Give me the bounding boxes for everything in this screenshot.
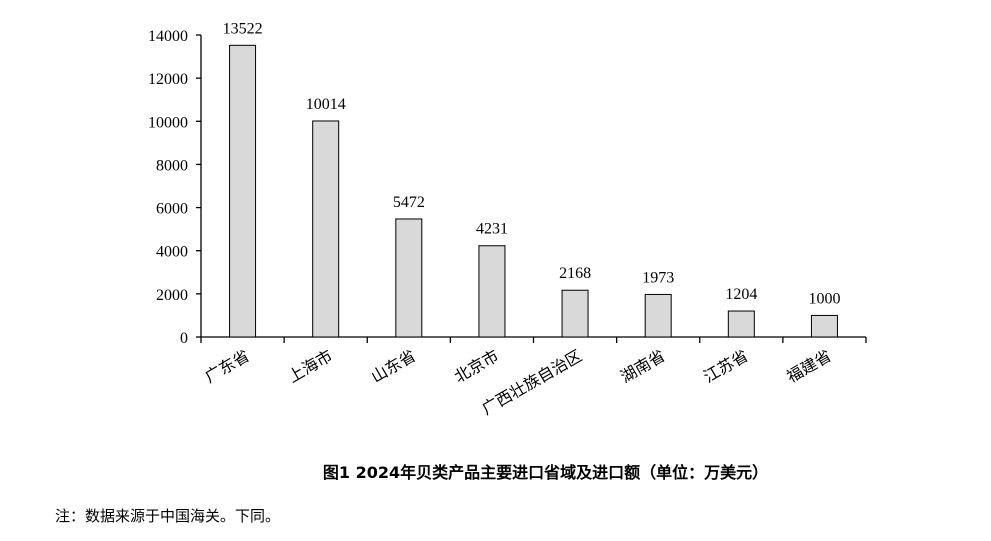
bar bbox=[644, 293, 672, 338]
category-label: 山东省 bbox=[368, 346, 419, 386]
bar bbox=[312, 120, 340, 338]
data-label: 13522 bbox=[223, 20, 263, 37]
chart-caption: 图1 2024年贝类产品主要进口省域及进口额（单位：万美元） bbox=[0, 459, 991, 483]
y-tick-label: 8000 bbox=[156, 157, 188, 174]
y-tick-label: 10000 bbox=[148, 114, 188, 131]
data-label: 4231 bbox=[476, 221, 508, 238]
bar bbox=[478, 245, 506, 338]
bar bbox=[229, 44, 257, 338]
data-label: 1973 bbox=[642, 269, 674, 286]
bar-chart: 0 2000 4000 6000 8000 10000 12000 14000 13522 广东省… bbox=[148, 20, 867, 418]
bar bbox=[810, 314, 838, 338]
category-label: 湖南省 bbox=[617, 346, 668, 386]
data-label: 1204 bbox=[725, 286, 757, 303]
data-label: 2168 bbox=[559, 265, 591, 282]
data-label: 5472 bbox=[393, 194, 425, 211]
y-tick-label: 4000 bbox=[156, 244, 188, 261]
category-label: 上海市 bbox=[285, 346, 336, 386]
source-note: 注：数据来源于中国海关。下同。 bbox=[55, 507, 281, 525]
y-tick-label: 2000 bbox=[156, 287, 188, 304]
bar bbox=[561, 289, 589, 338]
category-label: 福建省 bbox=[783, 346, 834, 386]
chart-title: 图1 2024年贝类产品主要进口省域及进口额（单位：万美元） bbox=[322, 463, 769, 482]
category-label: 北京市 bbox=[451, 346, 502, 386]
category-label: 江苏省 bbox=[700, 346, 751, 386]
category-label: 广东省 bbox=[201, 346, 252, 386]
y-tick-label: 0 bbox=[180, 330, 188, 347]
data-label: 10014 bbox=[306, 96, 346, 113]
bar bbox=[727, 310, 755, 338]
y-tick-label: 12000 bbox=[148, 71, 188, 88]
y-tick-label: 6000 bbox=[156, 201, 188, 218]
data-label: 1000 bbox=[808, 290, 840, 307]
bar bbox=[395, 218, 423, 338]
y-tick-label: 14000 bbox=[148, 28, 188, 45]
